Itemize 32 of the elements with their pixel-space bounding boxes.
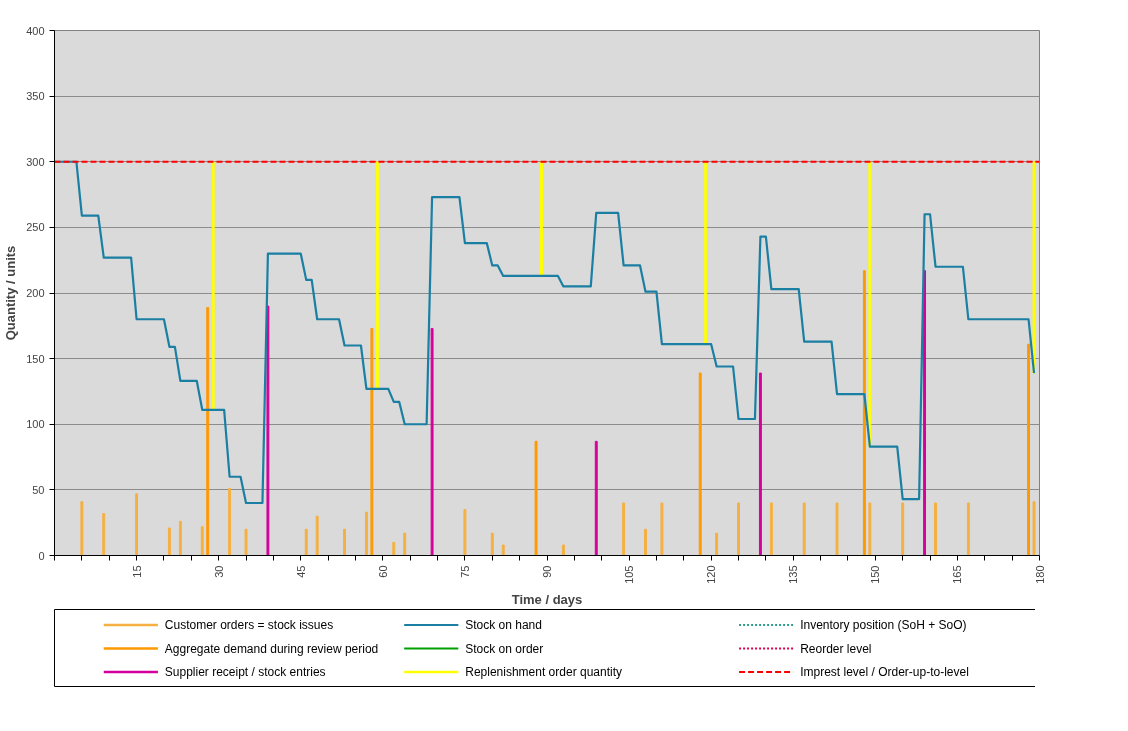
y-tick-label: 250	[26, 221, 45, 234]
x-tick-label: 45	[294, 565, 307, 578]
x-tick-label: 60	[376, 565, 389, 578]
legend-label: Reorder level	[800, 641, 872, 656]
x-axis-title: Time / days	[511, 591, 583, 607]
legend-label: Inventory position (SoH + SoO)	[800, 618, 967, 633]
legend-label: Replenishment order quantity	[465, 664, 623, 679]
y-tick-label: 0	[38, 549, 45, 562]
x-tick-label: 180	[1033, 565, 1046, 584]
x-tick-label: 165	[951, 565, 964, 584]
y-tick-label: 50	[32, 483, 45, 496]
y-tick-label: 350	[26, 90, 45, 103]
x-tick-label: 120	[705, 565, 718, 584]
legend-label: Stock on order	[465, 641, 544, 656]
legend-label: Customer orders = stock issues	[164, 618, 334, 633]
y-tick-label: 200	[26, 287, 45, 299]
y-tick-label: 400	[26, 24, 45, 37]
legend-label: Supplier receipt / stock entries	[164, 664, 326, 679]
y-axis-title: Quantity / units	[3, 245, 19, 341]
x-tick-label: 135	[787, 565, 800, 584]
legend-label: Stock on hand	[465, 618, 542, 633]
legend-label: Imprest level / Order-up-to-level	[800, 664, 969, 679]
x-tick-label: 75	[458, 565, 471, 578]
x-tick-label: 105	[623, 565, 636, 584]
y-tick-label: 300	[26, 155, 45, 168]
x-tick-label: 15	[130, 565, 143, 578]
y-tick-label: 100	[26, 418, 45, 431]
legend-label: Aggregate demand during review period	[164, 641, 379, 656]
y-tick-label: 150	[26, 352, 45, 365]
x-tick-label: 150	[869, 565, 882, 584]
x-tick-label: 30	[212, 565, 225, 578]
x-tick-label: 90	[541, 565, 553, 578]
